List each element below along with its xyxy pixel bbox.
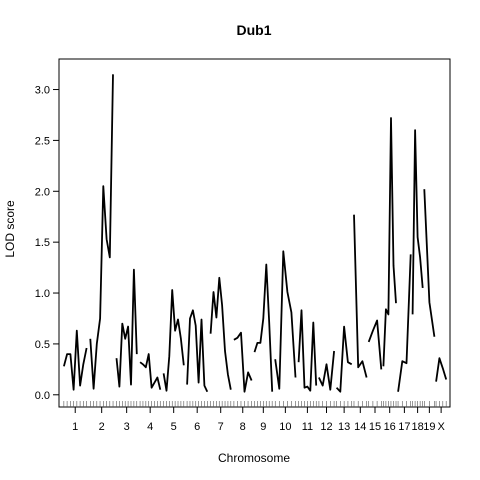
lod-curve-chr-17 xyxy=(397,254,412,392)
lod-curve-chr-7 xyxy=(209,276,232,390)
lod-curve-chr-19 xyxy=(423,189,436,337)
lod-curves xyxy=(63,74,448,393)
y-tick-label: 0.5 xyxy=(35,339,50,351)
lod-curve-chr-5 xyxy=(162,289,185,392)
x-tick-label: X xyxy=(437,421,445,433)
x-axis: 1 2 3 4 5 6 7 8 9 10 11 12 13 14 15 16 17 18 19 X xyxy=(72,407,445,433)
x-tick-label: 13 xyxy=(338,421,350,433)
chart-title: Dub1 xyxy=(237,22,272,38)
lod-curve-chr-8 xyxy=(233,331,253,393)
marker-rug xyxy=(63,401,447,407)
x-tick-label: 18 xyxy=(411,421,423,433)
x-tick-label: 10 xyxy=(279,421,291,433)
lod-curve-chr-16 xyxy=(382,117,397,367)
x-tick-label: 12 xyxy=(320,421,332,433)
x-tick-label: 19 xyxy=(423,421,435,433)
x-axis-label: Chromosome xyxy=(218,451,290,465)
plot-frame xyxy=(58,58,451,408)
x-tick-label: 6 xyxy=(194,421,200,433)
x-tick-label: 3 xyxy=(124,421,130,433)
lod-curve-chr-11 xyxy=(297,309,318,392)
x-tick-label: 11 xyxy=(302,421,313,433)
y-tick-label: 3.0 xyxy=(35,85,50,97)
lod-curve-chr-2 xyxy=(89,74,114,390)
lod-curve-chr-18 xyxy=(411,129,424,315)
y-tick-label: 2.0 xyxy=(35,186,50,198)
x-tick-label: 16 xyxy=(384,421,396,433)
lod-curve-chr-1 xyxy=(63,329,88,391)
y-tick-label: 1.0 xyxy=(35,288,50,300)
x-tick-label: 5 xyxy=(171,421,177,433)
lod-curve-chr-4 xyxy=(139,353,162,390)
lod-curve-chr-12 xyxy=(318,350,335,391)
lod-curve-chr-14 xyxy=(353,214,368,378)
x-tick-label: 7 xyxy=(218,421,224,433)
lod-curve-chr-10 xyxy=(274,250,297,390)
x-tick-label: 17 xyxy=(398,421,410,433)
x-tick-label: 15 xyxy=(369,421,381,433)
x-tick-label: 4 xyxy=(147,421,153,433)
lod-curve-chr-X xyxy=(435,357,448,382)
y-tick-label: 2.5 xyxy=(35,135,50,147)
x-tick-label: 1 xyxy=(72,421,78,433)
x-tick-label: 2 xyxy=(99,421,105,433)
lod-curve-chr-3 xyxy=(115,268,138,388)
lod-curve-chr-13 xyxy=(335,325,353,393)
x-tick-label: 8 xyxy=(240,421,246,433)
lod-curve-chr-9 xyxy=(253,263,274,392)
lod-curve-chr-6 xyxy=(186,309,209,393)
y-axis-label: LOD score xyxy=(3,200,17,258)
lod-curve-chr-15 xyxy=(367,319,383,370)
y-axis: 0.0 0.5 1.0 1.5 2.0 2.5 3.0 xyxy=(35,85,59,402)
y-tick-label: 0.0 xyxy=(35,390,50,402)
y-tick-label: 1.5 xyxy=(35,237,50,249)
x-tick-label: 9 xyxy=(260,421,266,433)
x-tick-label: 14 xyxy=(354,421,366,433)
